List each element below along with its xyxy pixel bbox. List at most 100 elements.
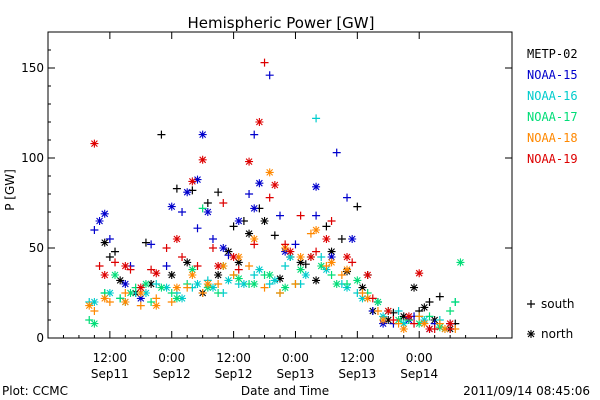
south-point	[322, 222, 331, 231]
north-point	[126, 289, 135, 297]
south-point	[234, 265, 243, 274]
south-point	[332, 148, 341, 157]
south-point	[126, 265, 135, 274]
north-point	[317, 262, 326, 270]
x-tick-date-0: Sep11	[91, 367, 129, 381]
north-point	[167, 202, 176, 211]
south-point	[337, 235, 346, 243]
y-axis-ticks: 0 50 100 150	[21, 49, 512, 345]
south-point	[343, 280, 352, 288]
south-point	[136, 301, 145, 310]
south-point	[425, 298, 434, 306]
south-point	[270, 231, 279, 240]
north-point	[136, 283, 145, 292]
south-point	[116, 294, 125, 303]
south-point	[343, 193, 352, 202]
south-point	[90, 307, 99, 315]
south-point	[327, 217, 336, 225]
south-point	[353, 202, 362, 211]
south-point	[296, 211, 305, 220]
north-point	[198, 155, 207, 164]
south-point	[451, 298, 460, 306]
north-point	[446, 319, 455, 328]
north-point	[219, 262, 228, 270]
north-point	[219, 244, 228, 252]
south-point	[147, 265, 156, 274]
legend-entry-noaa-16: NOAA-16	[527, 89, 578, 103]
south-point	[250, 240, 259, 249]
north-point	[250, 280, 259, 288]
north-point	[90, 139, 99, 148]
south-point	[348, 258, 357, 267]
south-point	[90, 226, 99, 234]
north-point	[399, 319, 408, 328]
y-axis-label: P [GW]	[3, 169, 17, 211]
series-metp-02	[100, 130, 460, 333]
north-point	[363, 294, 372, 303]
south-point	[147, 240, 156, 249]
south-point	[214, 289, 223, 297]
south-point	[394, 307, 403, 315]
legend-entry-noaa-17: NOAA-17	[527, 110, 578, 124]
south-point	[250, 130, 259, 139]
south-point	[111, 247, 120, 256]
north-point	[193, 175, 202, 184]
legend: METP-02 NOAA-15 NOAA-16 NOAA-17 NOAA-18 NOAA-…	[527, 47, 578, 166]
south-point	[229, 271, 238, 279]
south-point	[265, 71, 274, 80]
series-noaa-19	[90, 58, 455, 333]
south-point	[312, 114, 321, 123]
legend-entry-noaa-19: NOAA-19	[527, 152, 578, 166]
series-noaa-18	[85, 168, 460, 333]
north-point	[121, 298, 130, 306]
north-point	[276, 274, 284, 283]
north-point	[255, 179, 264, 188]
north-point	[121, 280, 130, 288]
north-point	[399, 325, 408, 333]
legend-entry-noaa-18: NOAA-18	[527, 131, 578, 145]
south-point	[157, 130, 166, 139]
north-point	[265, 168, 274, 177]
marker-legend-plus-icon	[527, 300, 535, 308]
south-point	[178, 208, 187, 216]
north-point	[296, 258, 305, 267]
marker-legend-star-icon	[527, 330, 535, 338]
north-point	[167, 271, 176, 279]
north-point	[152, 269, 161, 278]
north-point	[250, 204, 259, 213]
south-point	[183, 283, 192, 292]
north-point	[327, 258, 336, 267]
south-point	[250, 271, 259, 279]
x-tick-date-5: Sep14	[400, 367, 438, 381]
north-point	[296, 265, 305, 274]
south-point	[152, 280, 161, 288]
north-point	[440, 325, 449, 333]
x-tick-time-1: 0:00	[158, 351, 185, 365]
south-point	[276, 211, 284, 220]
north-point	[415, 269, 424, 278]
north-point	[286, 253, 295, 261]
north-point	[95, 217, 104, 225]
north-point	[270, 181, 279, 189]
south-point	[276, 289, 284, 297]
y-tick-label-1: 50	[29, 241, 44, 255]
south-point	[394, 319, 403, 328]
north-point	[384, 316, 393, 324]
north-point	[105, 289, 114, 297]
north-point	[188, 271, 197, 279]
plot-credit: Plot: CCMC	[2, 384, 68, 398]
north-point	[312, 226, 321, 234]
north-point	[312, 182, 321, 191]
x-tick-date-4: Sep13	[338, 367, 376, 381]
x-tick-date-3: Sep13	[277, 367, 315, 381]
chart-title: Hemispheric Power [GW]	[188, 14, 375, 32]
north-point	[363, 271, 372, 279]
north-point	[425, 325, 434, 333]
south-point	[425, 312, 434, 321]
south-point	[147, 298, 156, 306]
north-point	[456, 258, 465, 267]
north-point	[250, 235, 259, 243]
north-point	[136, 294, 145, 303]
south-point	[291, 280, 300, 288]
series-noaa-16	[85, 114, 460, 333]
